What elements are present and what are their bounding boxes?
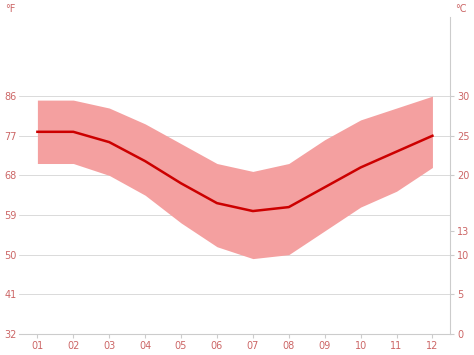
Text: °C: °C xyxy=(455,4,466,14)
Text: °F: °F xyxy=(5,4,15,14)
